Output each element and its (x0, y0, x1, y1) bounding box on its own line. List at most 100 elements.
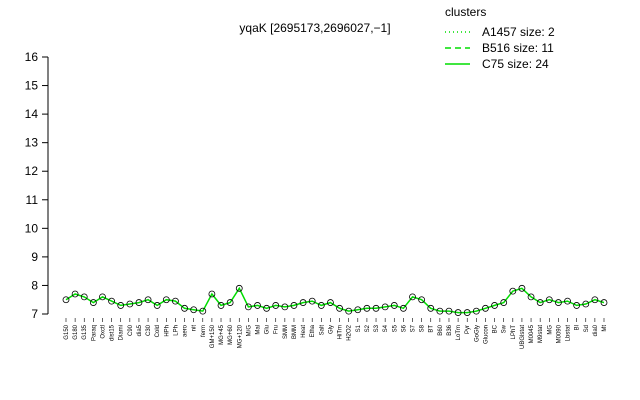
data-point (254, 302, 261, 309)
x-tick-label: Oxctl (100, 325, 106, 339)
data-point (99, 293, 106, 301)
data-point (162, 296, 170, 304)
x-tick-label: S8 (420, 324, 426, 332)
x-tick-label: Glucon (483, 325, 489, 344)
x-tick-label: ferm (201, 325, 207, 337)
x-tick-label: GoGly (474, 325, 480, 342)
x-tick-label: nit (192, 325, 198, 332)
x-tick-label: Heat (301, 325, 307, 338)
chart-title: yqaK [2695173,2696027,−1] (239, 21, 390, 35)
x-tick-label: BT (429, 325, 435, 333)
x-tick-label: Fru (274, 325, 280, 334)
data-point (527, 293, 535, 301)
y-tick-label: 10 (25, 221, 39, 235)
y-tick-label: 15 (25, 79, 39, 93)
x-tick-label: H2O2 (347, 324, 353, 340)
data-point (399, 304, 407, 312)
data-point (536, 299, 544, 306)
x-tick-label: dist15 (110, 324, 116, 341)
data-point (509, 287, 517, 295)
x-tick-label: G135 (82, 324, 88, 339)
x-tick-label: dia0 (593, 324, 599, 336)
data-point (345, 307, 353, 315)
y-tick-label: 7 (31, 307, 38, 321)
data-point (290, 302, 298, 309)
data-point (272, 302, 280, 309)
data-point (573, 302, 581, 309)
x-tick-label: aero (183, 324, 189, 337)
data-point (217, 302, 225, 309)
x-tick-label: HPh (164, 325, 170, 337)
data-point (172, 297, 179, 305)
x-tick-label: G150 (64, 324, 70, 339)
x-tick-label: Salt (319, 325, 325, 336)
x-tick-label: dia5 (137, 324, 143, 336)
x-tick-label: B36 (447, 324, 453, 335)
x-tick-label: B60 (438, 324, 444, 335)
y-tick-label: 13 (25, 136, 39, 150)
legend-label: C75 size: 24 (482, 57, 549, 71)
x-tick-label: M0090 (556, 324, 562, 343)
x-tick-label: Cold (155, 325, 161, 337)
data-point (463, 309, 471, 316)
x-tick-label: C30 (146, 324, 152, 336)
data-point (600, 299, 608, 306)
x-tick-label: HiTm (338, 325, 344, 339)
data-point (71, 290, 79, 298)
data-point (153, 302, 161, 309)
data-point (418, 296, 426, 304)
y-tick-label: 9 (31, 250, 38, 264)
x-tick-label: MG+45 (219, 324, 225, 345)
data-point (144, 296, 152, 304)
data-point (491, 302, 498, 309)
data-point (62, 296, 70, 304)
x-tick-label: Sw (502, 324, 508, 333)
data-point (591, 296, 599, 304)
data-point (308, 297, 316, 305)
x-tick-label: MG+120 (237, 324, 243, 348)
x-tick-label: BC (493, 324, 499, 333)
x-tick-label: LPh (173, 325, 179, 336)
data-point (482, 304, 489, 312)
data-point (390, 302, 398, 309)
data-point (555, 299, 562, 306)
x-tick-label: M0045 (529, 324, 535, 343)
data-point (472, 307, 480, 315)
x-tick-label: G180 (73, 324, 79, 339)
x-tick-label: UBGlstat (520, 325, 526, 349)
x-tick-label: Lbstat (566, 325, 572, 342)
data-point (582, 300, 590, 308)
x-tick-label: Diami (119, 325, 125, 340)
x-tick-label: S7 (411, 324, 417, 332)
data-point (427, 304, 435, 312)
legend-label: A1457 size: 2 (482, 25, 555, 39)
x-tick-label: SMM (283, 325, 289, 339)
x-tick-label: Pyr (465, 325, 471, 334)
data-point (518, 284, 526, 292)
data-point (281, 303, 289, 311)
data-point (564, 297, 571, 305)
x-tick-label: LPhT (511, 325, 517, 340)
data-point (235, 284, 243, 292)
x-tick-label: C90 (128, 324, 134, 336)
data-point (381, 303, 389, 311)
data-point (336, 304, 343, 312)
y-tick-label: 16 (25, 50, 39, 64)
data-point (372, 304, 380, 312)
x-tick-label: S2 (365, 324, 371, 332)
data-point (199, 307, 207, 315)
data-point (363, 304, 371, 312)
data-point (208, 290, 216, 298)
y-tick-label: 11 (26, 193, 39, 207)
data-point (299, 299, 307, 306)
x-tick-label: Mt (602, 325, 608, 332)
x-tick-label: GM+150 (210, 324, 216, 348)
x-tick-label: Glu (265, 325, 271, 334)
data-point (500, 299, 508, 306)
x-tick-label: BMM (292, 325, 298, 339)
data-point (108, 297, 115, 305)
x-tick-label: S4 (383, 324, 389, 332)
data-point (445, 307, 453, 315)
data-point (226, 299, 234, 306)
